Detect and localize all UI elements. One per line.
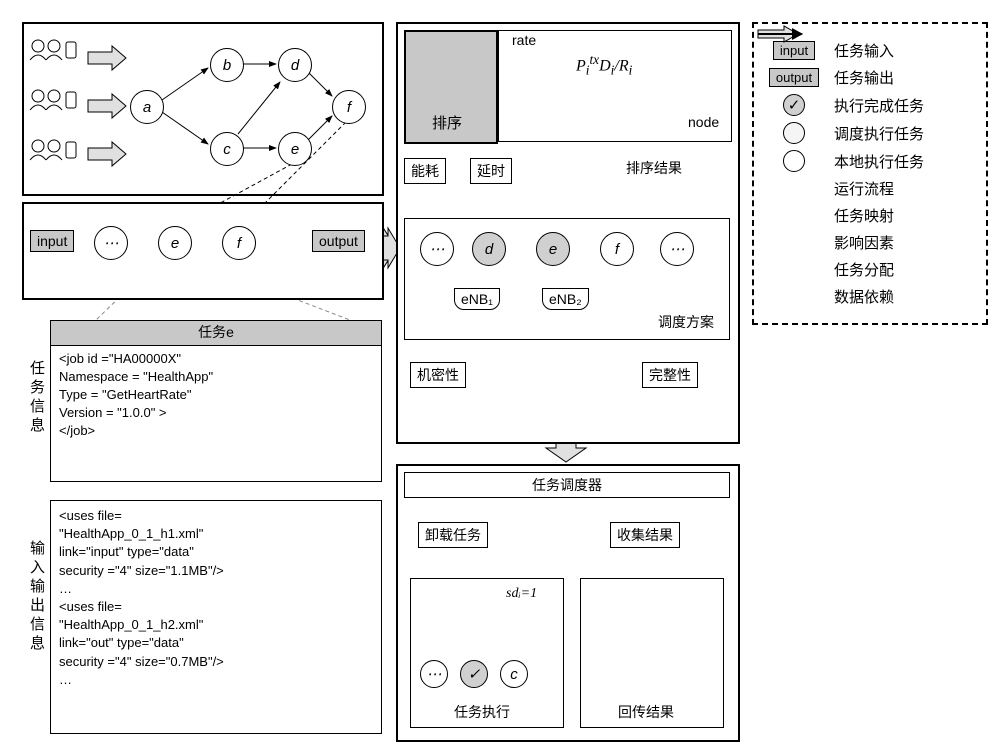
xml-line: Namespace = "HealthApp" bbox=[59, 368, 373, 386]
exec-node-done: ✓ bbox=[460, 660, 488, 688]
legend-row: 任务映射 bbox=[764, 205, 976, 226]
legend-row: ✓执行完成任务 bbox=[764, 94, 976, 116]
io-info-vlabel: 输入输出信息 bbox=[26, 540, 47, 654]
xml-line: </job> bbox=[59, 422, 373, 440]
dag-node-f: f bbox=[332, 90, 366, 124]
xml-line: <uses file= bbox=[59, 507, 373, 525]
exec-label: 任务执行 bbox=[454, 702, 510, 722]
chain-node-dots: ⋯ bbox=[94, 226, 128, 260]
exec-node-c: c bbox=[500, 660, 528, 688]
result-label: 回传结果 bbox=[618, 702, 674, 722]
sched-node-e: e bbox=[536, 232, 570, 266]
sort-result-label: 排序结果 bbox=[626, 158, 682, 178]
schedule-label: 调度方案 bbox=[658, 312, 714, 332]
sort-label: 排序 bbox=[432, 112, 462, 133]
task-info-header: 任务e bbox=[50, 320, 382, 346]
legend-row: 本地执行任务 bbox=[764, 150, 976, 172]
task-info-vlabel: 任务信息 bbox=[26, 360, 47, 436]
dag-panel bbox=[22, 22, 384, 196]
secrecy-box: 机密性 bbox=[410, 362, 466, 388]
dag-node-e: e bbox=[278, 132, 312, 166]
scheduler-box: 任务调度器 bbox=[404, 472, 730, 498]
chain-node-e: e bbox=[158, 226, 192, 260]
legend-row: 影响因素 bbox=[764, 232, 976, 253]
xml-line: link="out" type="data" bbox=[59, 634, 373, 652]
xml-line: "HealthApp_0_1_h2.xml" bbox=[59, 616, 373, 634]
xml-line: Type = "GetHeartRate" bbox=[59, 386, 373, 404]
legend-row: 调度执行任务 bbox=[764, 122, 976, 144]
diagram-canvas: a b c d e f input output ⋯ e f 任务e <job … bbox=[0, 0, 1000, 755]
dag-node-d: d bbox=[278, 48, 312, 82]
rate-formula: PitxDi/Ri bbox=[576, 52, 632, 79]
xml-line: "HealthApp_0_1_h1.xml" bbox=[59, 525, 373, 543]
delay-box: 延时 bbox=[470, 158, 512, 184]
legend-row: 任务分配 bbox=[764, 259, 976, 280]
xml-line: <uses file= bbox=[59, 598, 373, 616]
dag-node-c: c bbox=[210, 132, 244, 166]
sd-label: sdᵢ=1 bbox=[506, 586, 537, 602]
xml-line: … bbox=[59, 671, 373, 689]
rate-xlabel: node bbox=[688, 114, 719, 130]
legend: input任务输入 output任务输出 ✓执行完成任务 调度执行任务 本地执行… bbox=[752, 22, 988, 325]
xml-line: Version = "1.0.0" > bbox=[59, 404, 373, 422]
sched-node: ⋯ bbox=[420, 232, 454, 266]
rate-ylabel: rate bbox=[512, 32, 536, 48]
energy-box: 能耗 bbox=[404, 158, 446, 184]
exec-node: ⋯ bbox=[420, 660, 448, 688]
xml-line: <job id ="HA00000X" bbox=[59, 350, 373, 368]
sched-node-f: f bbox=[600, 232, 634, 266]
xml-line: security ="4" size="0.7MB"/> bbox=[59, 653, 373, 671]
sched-node-d: d bbox=[472, 232, 506, 266]
legend-row: 数据依赖 bbox=[764, 286, 976, 307]
dag-node-b: b bbox=[210, 48, 244, 82]
unload-box: 卸载任务 bbox=[418, 522, 488, 548]
enb2: eNB₂ bbox=[542, 288, 589, 310]
task-info-box: 任务e <job id ="HA00000X" Namespace = "Hea… bbox=[50, 320, 382, 482]
legend-row: input任务输入 bbox=[764, 40, 976, 61]
enb1: eNB₁ bbox=[454, 288, 500, 310]
chain-node-f: f bbox=[222, 226, 256, 260]
legend-row: output任务输出 bbox=[764, 67, 976, 88]
legend-row: 运行流程 bbox=[764, 178, 976, 199]
xml-line: security ="4" size="1.1MB"/> bbox=[59, 562, 373, 580]
input-chip: input bbox=[30, 230, 74, 252]
io-info-box: <uses file= "HealthApp_0_1_h1.xml" link=… bbox=[50, 500, 382, 734]
xml-line: … bbox=[59, 580, 373, 598]
dag-node-a: a bbox=[130, 90, 164, 124]
sched-node: ⋯ bbox=[660, 232, 694, 266]
output-chip: output bbox=[312, 230, 365, 252]
integrity-box: 完整性 bbox=[642, 362, 698, 388]
collect-box: 收集结果 bbox=[610, 522, 680, 548]
xml-line: link="input" type="data" bbox=[59, 543, 373, 561]
